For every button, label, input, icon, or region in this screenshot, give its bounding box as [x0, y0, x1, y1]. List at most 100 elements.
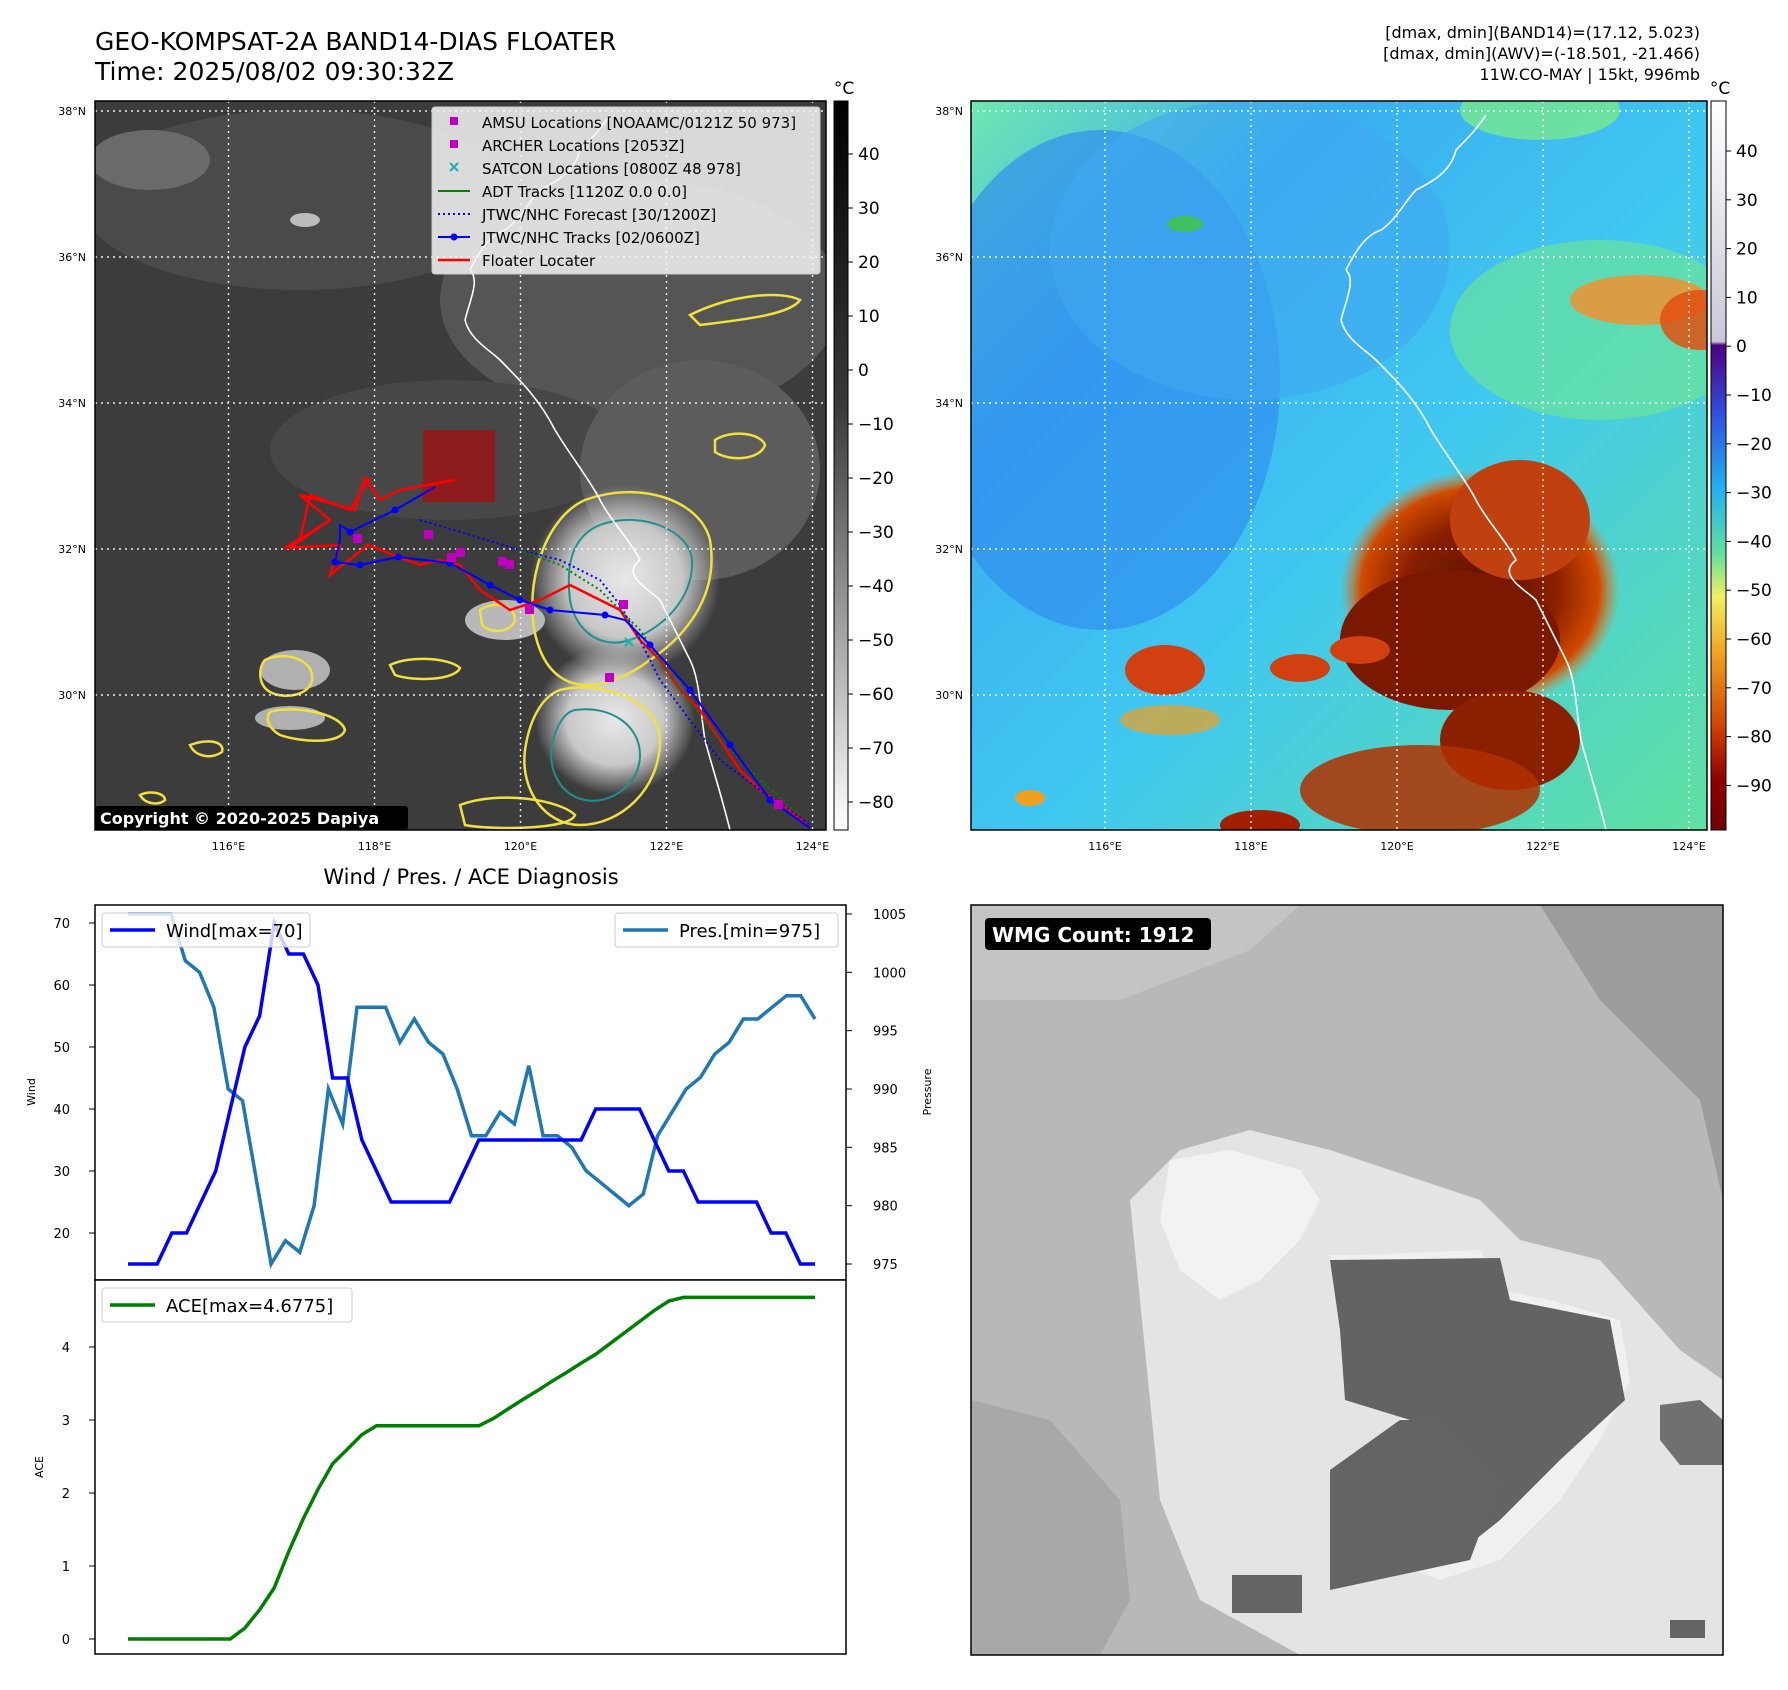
colorbar-tick-label: 0 [1736, 337, 1747, 357]
ir-colorbar: °C 40 30 20 10 0 −10 −20 −30 −40 −50 −60 −70 −80 [833, 79, 894, 831]
ace-tick-label: 1 [62, 1560, 70, 1575]
ace-tick-label: 3 [62, 1414, 70, 1429]
colorbar-tick-label: −40 [858, 577, 894, 597]
wind-series-line [128, 917, 815, 1266]
colorbar-tick-label: −20 [1736, 435, 1772, 455]
ir-legend: AMSU Locations [NOAAMC/0121Z 50 973] ARC… [431, 106, 821, 275]
figure-time: Time: 2025/08/02 09:30:32Z [94, 57, 454, 86]
wv-lon-label: 122°E [1526, 840, 1559, 853]
pressure-axis-label: Pressure [921, 1068, 934, 1115]
colorbar-tick-label: 10 [858, 307, 880, 327]
wind-legend: Wind[max=70] [101, 912, 311, 948]
ir-lat-label: 34°N [58, 397, 86, 410]
ir-lon-label: 124°E [796, 840, 829, 853]
ace-tick-label: 2 [62, 1487, 70, 1502]
colorbar-tick-label: 20 [858, 253, 880, 273]
wv-lat-label: 36°N [935, 251, 963, 264]
wv-colorbar-unit: °C [1710, 79, 1730, 99]
colorbar-tick-label: −10 [1736, 386, 1772, 406]
colorbar-tick-label: −80 [858, 793, 894, 813]
colorbar-tick-label: 30 [1736, 191, 1758, 211]
wind-legend-label: Wind[max=70] [166, 921, 303, 942]
colorbar-tick-label: 0 [858, 361, 869, 381]
ir-lat-label: 38°N [58, 105, 86, 118]
legend-adt: ADT Tracks [1120Z 0.0 0.0] [482, 183, 687, 201]
colorbar-tick-label: −70 [858, 739, 894, 759]
ace-tick-label: 0 [62, 1633, 70, 1648]
colorbar-tick-label: 40 [858, 145, 880, 165]
colorbar-tick-label: −50 [858, 631, 894, 651]
colorbar-tick-label: 20 [1736, 240, 1758, 260]
wv-lat-label: 34°N [935, 397, 963, 410]
wv-lon-label: 116°E [1088, 840, 1121, 853]
wv-lat-label: 32°N [935, 543, 963, 556]
colorbar-tick-label: −70 [1736, 679, 1772, 699]
colorbar-tick-label: 10 [1736, 288, 1758, 308]
wmg-count-badge: WMG Count: 1912 [992, 923, 1194, 947]
ace-chart: 4 3 2 1 0 ACE ACE[max=4.6775] [33, 1279, 847, 1655]
colorbar-tick-label: −80 [1736, 728, 1772, 748]
ir-lon-label: 118°E [358, 840, 391, 853]
legend-archer: ARCHER Locations [2053Z] [482, 137, 685, 155]
ir-lat-label: 32°N [58, 543, 86, 556]
info-line-3: 11W.CO-MAY | 15kt, 996mb [1479, 65, 1700, 84]
diagnosis-title: Wind / Pres. / ACE Diagnosis [323, 865, 618, 889]
ir-colorbar-unit: °C [834, 79, 854, 99]
legend-archer-marker [450, 140, 458, 148]
colorbar-tick-label: −60 [858, 685, 894, 705]
wv-lon-label: 124°E [1672, 840, 1705, 853]
pressure-series-line [128, 912, 817, 1269]
colorbar-tick-label: 40 [1736, 142, 1758, 162]
wmg-badge-bg [985, 918, 1211, 950]
legend-amsu: AMSU Locations [NOAAMC/0121Z 50 973] [482, 114, 796, 132]
wv-lon-label: 118°E [1234, 840, 1267, 853]
ace-tick-label: 4 [62, 1341, 70, 1356]
colorbar-tick-label: −40 [1736, 532, 1772, 552]
wind-tick-label: 40 [53, 1103, 70, 1118]
ir-lon-label: 122°E [650, 840, 683, 853]
colorbar-tick-label: 30 [858, 199, 880, 219]
pressure-tick-label: 985 [873, 1141, 898, 1156]
legend-satcon-marker [449, 162, 459, 172]
wind-pressure-chart: 70 60 50 40 30 20 1005 1000 995 990 985 980 975 Win… [25, 904, 934, 1281]
colorbar-tick-label: −10 [858, 415, 894, 435]
pressure-tick-label: 1005 [873, 908, 906, 923]
ace-series-line [128, 1295, 815, 1641]
colorbar-tick-label: −30 [858, 523, 894, 543]
wv-lat-label: 38°N [935, 105, 963, 118]
pressure-tick-label: 975 [873, 1258, 898, 1273]
wind-tick-label: 70 [53, 917, 70, 932]
colorbar-tick-label: −90 [1736, 776, 1772, 796]
pressure-legend: Pres.[min=975] [614, 912, 839, 948]
copyright-badge-bg [95, 806, 408, 830]
wind-tick-label: 60 [53, 979, 70, 994]
figure-title: GEO-KOMPSAT-2A BAND14-DIAS FLOATER [95, 27, 616, 56]
ir-lon-label: 116°E [212, 840, 245, 853]
info-line-2: [dmax, dmin](AWV)=(-18.501, -21.466) [1383, 44, 1700, 63]
pressure-tick-label: 1000 [873, 966, 906, 981]
colorbar-tick-label: −30 [1736, 484, 1772, 504]
legend-tracks: JTWC/NHC Tracks [02/0600Z] [481, 229, 700, 247]
wind-tick-label: 50 [53, 1041, 70, 1056]
ir-lon-label: 120°E [504, 840, 537, 853]
pressure-tick-label: 990 [873, 1083, 898, 1098]
legend-satcon: SATCON Locations [0800Z 48 978] [482, 160, 741, 178]
ir-lat-label: 30°N [58, 689, 86, 702]
pressure-tick-label: 980 [873, 1200, 898, 1215]
copyright-text: Copyright © 2020-2025 Dapiya [100, 809, 379, 828]
wind-tick-label: 30 [53, 1165, 70, 1180]
pressure-tick-label: 995 [873, 1025, 898, 1040]
ace-axis-label: ACE [33, 1456, 46, 1478]
wv-colorbar: °C 40 30 20 10 0 −10 −20 −30 −40 −50 −60 −70 −80 −90 [1710, 79, 1772, 831]
colorbar-tick-label: −50 [1736, 581, 1772, 601]
wv-map-panel: 38°N 36°N 34°N 32°N 30°N 116°E 118°E 120… [935, 100, 1708, 853]
wind-axis-label: Wind [25, 1078, 38, 1106]
wv-lat-label: 30°N [935, 689, 963, 702]
legend-forecast: JTWC/NHC Forecast [30/1200Z] [481, 206, 716, 224]
colorbar-tick-label: −20 [858, 469, 894, 489]
ir-map-panel: 38°N 36°N 34°N 32°N 30°N 116°E 118°E 120… [58, 100, 829, 853]
pressure-legend-label: Pres.[min=975] [679, 921, 820, 942]
ace-legend-label: ACE[max=4.6775] [166, 1296, 333, 1317]
wmg-panel: WMG Count: 1912 [970, 904, 1724, 1656]
